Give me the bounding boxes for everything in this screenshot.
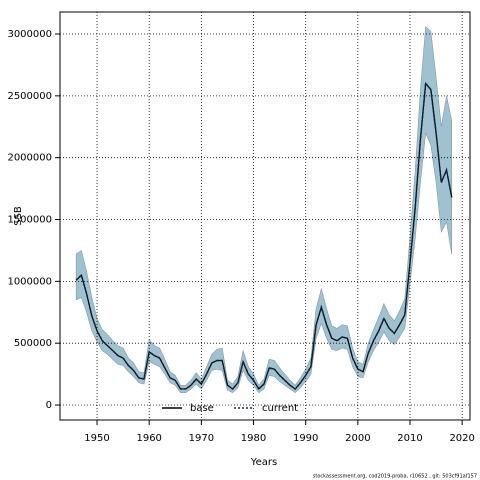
series-line: [75, 81, 453, 391]
y-axis-label: SSB: [13, 206, 24, 226]
x-axis-label: Years: [250, 457, 277, 468]
x-tick-label: 1970: [189, 433, 214, 444]
x-tick-label: 2010: [397, 433, 422, 444]
footnote: stockassessment.org, cod2019-proba, r106…: [313, 474, 477, 480]
x-tick-label: 2000: [345, 433, 370, 444]
y-tick-label: 0: [46, 400, 52, 411]
legend-label: base: [190, 403, 214, 414]
y-tick-label: 1500000: [7, 215, 52, 226]
plot-frame: [59, 11, 471, 421]
y-tick-label: 2500000: [7, 91, 52, 102]
y-tick-label: 3000000: [7, 29, 52, 40]
y-tick-label: 2000000: [7, 153, 52, 164]
x-tick-label: 1950: [84, 433, 109, 444]
confidence-band: [75, 25, 453, 394]
x-tick-label: 1990: [293, 433, 318, 444]
y-tick-label: 1000000: [7, 276, 52, 287]
x-tick-label: 2020: [449, 433, 474, 444]
x-tick-label: 1960: [136, 433, 161, 444]
x-tick-label: 1980: [241, 433, 266, 444]
legend-label: current: [262, 403, 298, 414]
y-tick-label: 500000: [14, 338, 52, 349]
